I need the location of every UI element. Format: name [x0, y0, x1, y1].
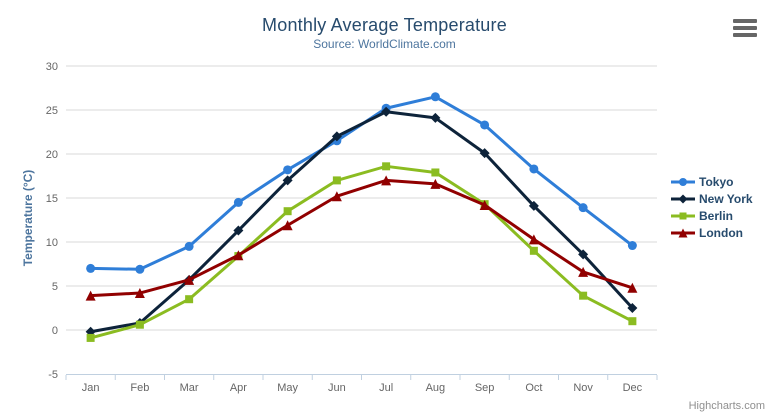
y-axis-tick-label: 25	[46, 105, 58, 117]
point-berlin-jun	[332, 176, 341, 185]
x-axis-tick-label: Feb	[130, 382, 149, 394]
point-new-york-apr	[233, 225, 244, 236]
x-axis-tick-label: Jul	[379, 382, 393, 394]
point-tokyo-aug	[430, 92, 440, 102]
point-berlin-feb	[135, 320, 144, 329]
point-berlin-jan	[86, 333, 95, 342]
legend-item-new-york[interactable]: New York	[671, 191, 753, 207]
point-new-york-dec	[627, 303, 638, 313]
point-new-york-jul	[381, 106, 392, 117]
x-axis-tick-label: Jan	[82, 382, 100, 394]
legend-label: Berlin	[699, 209, 734, 223]
point-new-york-jun	[331, 131, 342, 142]
legend-item-london[interactable]: London	[671, 225, 753, 241]
legend-label: New York	[699, 192, 753, 206]
y-axis-tick-label: 20	[46, 149, 58, 161]
legend-item-tokyo[interactable]: Tokyo	[671, 174, 753, 190]
point-london-dec	[627, 282, 638, 293]
point-london-sep	[479, 200, 490, 211]
point-tokyo-sep	[480, 120, 490, 130]
x-axis-tick-label: Mar	[180, 382, 199, 394]
legend: Tokyo New York Berlin London	[671, 174, 753, 241]
point-tokyo-dec	[627, 241, 637, 251]
point-london-jul	[381, 175, 392, 186]
circle-legend-icon	[671, 178, 695, 186]
y-axis-tick-label: -5	[48, 369, 58, 381]
point-berlin-oct	[529, 246, 538, 255]
point-london-jun	[331, 191, 342, 202]
point-berlin-may	[283, 207, 292, 216]
series-tokyo	[86, 92, 637, 274]
y-axis-tick-label: 15	[46, 193, 58, 205]
square-legend-icon	[671, 212, 695, 220]
y-axis-tick-label: 30	[46, 61, 58, 73]
point-new-york-may	[282, 175, 293, 186]
x-axis-tick-label: Aug	[426, 382, 446, 394]
point-london-jan	[85, 290, 96, 301]
point-london-oct	[528, 234, 539, 245]
x-axis-tick-label: Sep	[475, 382, 495, 394]
series-london	[85, 175, 638, 301]
legend-label: London	[699, 226, 743, 240]
point-tokyo-jan	[86, 263, 96, 273]
hamburger-icon	[733, 26, 757, 30]
series-new-york	[85, 106, 638, 337]
point-new-york-oct	[528, 200, 539, 211]
chart-title: Monthly Average Temperature	[262, 15, 507, 35]
y-axis-tick-label: 10	[46, 237, 58, 249]
point-london-nov	[578, 266, 589, 277]
point-tokyo-oct	[529, 164, 539, 174]
diamond-legend-icon	[671, 194, 695, 204]
point-berlin-nov	[579, 291, 588, 300]
point-london-apr	[233, 250, 244, 261]
point-london-may	[282, 220, 293, 231]
point-london-aug	[430, 178, 441, 189]
x-axis-tick-label: Jun	[328, 382, 346, 394]
point-tokyo-mar	[184, 241, 194, 251]
legend-label: Tokyo	[699, 175, 734, 189]
legend-item-berlin[interactable]: Berlin	[671, 208, 753, 224]
x-axis-tick-label: Dec	[623, 382, 643, 394]
point-tokyo-feb	[135, 264, 145, 274]
x-axis-tick-label: Oct	[525, 382, 542, 394]
export-menu-button[interactable]	[731, 17, 759, 39]
credits-link[interactable]: Highcharts.com	[688, 400, 765, 412]
point-new-york-nov	[578, 249, 589, 260]
hamburger-icon	[733, 33, 757, 37]
point-new-york-sep	[479, 148, 490, 159]
y-axis-title: Temperature (°C)	[21, 169, 35, 267]
point-berlin-jul	[382, 162, 391, 171]
point-berlin-mar	[185, 295, 194, 304]
triangle-legend-icon	[671, 228, 695, 238]
y-axis-tick-label: 0	[52, 325, 58, 337]
hamburger-icon	[733, 19, 757, 23]
y-axis-tick-label: 5	[52, 281, 58, 293]
point-tokyo-may	[283, 165, 293, 175]
x-axis-tick-label: Nov	[573, 382, 593, 394]
point-berlin-dec	[628, 317, 637, 326]
point-tokyo-apr	[233, 197, 243, 207]
chart-subtitle: Source: WorldClimate.com	[313, 37, 456, 51]
x-axis-tick-label: Apr	[230, 382, 247, 394]
x-axis-tick-label: May	[277, 382, 298, 394]
point-london-feb	[134, 288, 145, 299]
point-london-mar	[184, 274, 195, 285]
point-new-york-aug	[430, 112, 441, 123]
point-tokyo-nov	[578, 203, 588, 213]
point-berlin-aug	[431, 168, 440, 177]
